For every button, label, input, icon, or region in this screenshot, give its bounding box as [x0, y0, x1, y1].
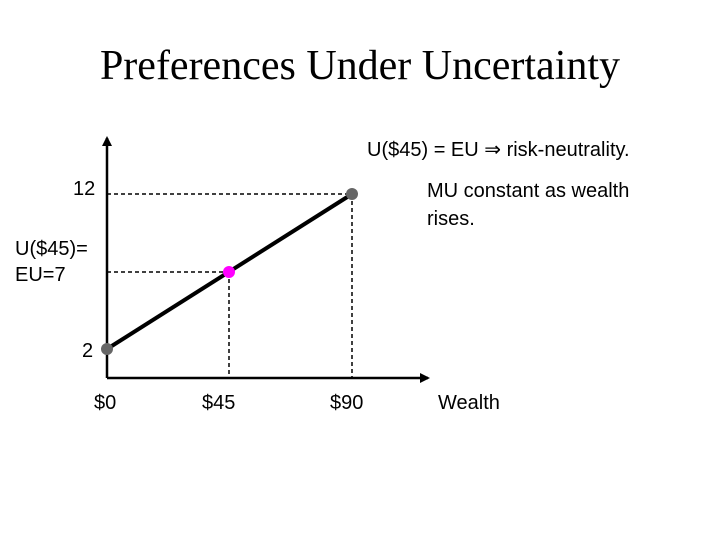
risk-neutrality-note: U($45) = EU ⇒ risk-neutrality.	[367, 139, 630, 161]
origin-point	[101, 343, 113, 355]
y-label-ueu-line2: EU=7	[15, 264, 66, 286]
high-point	[346, 188, 358, 200]
slide-title: Preferences Under Uncertainty	[99, 43, 621, 89]
mu-note-line2: rises.	[427, 208, 475, 230]
y-label-ueu-line1: U($45)=	[15, 238, 88, 260]
mu-note-line1: MU constant as wealth	[427, 180, 630, 202]
x-label-0: $0	[94, 392, 117, 414]
expected-point	[223, 266, 235, 278]
y-label-2: 2	[82, 340, 94, 362]
x-axis-label-wealth: Wealth	[438, 392, 500, 414]
x-label-90: $90	[330, 392, 364, 414]
x-label-45: $45	[202, 392, 236, 414]
y-label-12: 12	[73, 178, 96, 200]
